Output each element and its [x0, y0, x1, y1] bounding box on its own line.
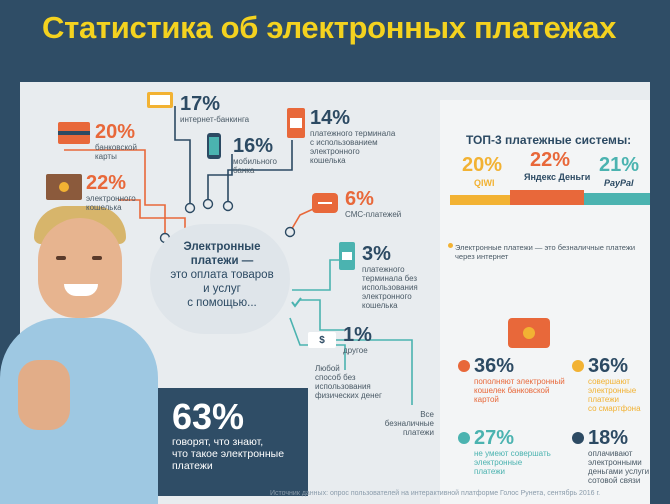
cannot-pay-label2: электронные — [474, 458, 523, 467]
wallet-icon — [46, 174, 82, 200]
smartphone-icon — [207, 133, 221, 159]
definition-line3: это оплата товаров — [170, 269, 274, 281]
terminal-no-wallet-label4: электронного — [362, 292, 412, 301]
qiwi-logo: QIWI — [474, 178, 495, 188]
awareness-pct: 63% — [172, 396, 245, 437]
cashless-definition: Электронные платежи — это безналичные пл… — [455, 243, 636, 261]
terminal-icon — [287, 108, 305, 138]
terminal-no-wallet-label2: терминала без — [362, 274, 418, 283]
yandex-bar — [510, 190, 584, 205]
source-note: Источник данных: опрос пользователей на … — [270, 490, 601, 497]
person-head — [38, 218, 122, 318]
paypal-pct: 21% — [599, 154, 640, 176]
internet-banking-label: интернет-банкинга — [180, 115, 250, 124]
smartphone-pct: 36% — [588, 355, 629, 377]
terminal-no-wallet-pct: 3% — [362, 243, 391, 265]
awareness-line1: говорят, что знают, — [172, 436, 264, 448]
yandex-logo: Яндекс Деньги — [524, 172, 591, 182]
qiwi-pct: 20% — [462, 154, 503, 176]
right-panel — [440, 100, 650, 504]
definition-line2: платежи — — [190, 255, 254, 267]
all-cashless-line3: платежи — [402, 428, 434, 437]
e-wallet-label1: электронного — [86, 194, 136, 203]
definition-bubble — [150, 224, 290, 334]
stat-dot-navy — [572, 432, 584, 444]
banking-card-pct: 20% — [95, 121, 136, 143]
internet-banking-pct: 17% — [180, 93, 221, 115]
laptop-icon — [147, 92, 173, 108]
definition-line1: Электронные — [183, 241, 261, 253]
cannot-pay-label1: не умеют совершать — [474, 449, 551, 458]
terminal-no-wallet-label1: платежного — [362, 265, 405, 274]
awareness-line3: платежи — [172, 460, 213, 472]
terminal-wallet-pct: 14% — [310, 107, 351, 129]
person-eye — [92, 256, 102, 260]
mobile-bank-pct: 16% — [233, 135, 274, 157]
definition-line4: и услуг — [203, 283, 241, 295]
awareness-box — [158, 388, 308, 496]
any-method-line4: физических денег — [315, 391, 382, 400]
e-wallet-pct: 22% — [86, 172, 127, 194]
terminal-no-wallet-label3: использования — [362, 283, 418, 292]
mobile-service-label4: сотовой связи — [588, 476, 641, 485]
terminal-wallet-label1: платежного терминала — [310, 129, 396, 138]
sms-pct: 6% — [345, 188, 374, 210]
any-method-line3: использования — [315, 382, 371, 391]
terminal-wallet-label3: электронного — [310, 147, 360, 156]
sms-icon — [312, 193, 338, 213]
mobile-service-label2: электронными — [588, 458, 642, 467]
all-cashless-line1: Все — [420, 410, 434, 419]
thumbs-up-hand — [18, 360, 70, 430]
money-pen-icon: $ — [308, 332, 336, 348]
topup-label2: кошелек банковской — [474, 386, 550, 395]
terminal-wallet-label4: кошелька — [310, 156, 346, 165]
mobile-bank-label2: банка — [233, 166, 255, 175]
smartphone-label4: со смартфона — [588, 404, 641, 413]
mobile-service-label1: оплачивают — [588, 449, 633, 458]
yandex-pct: 22% — [530, 149, 571, 171]
banking-card-label1: банковской — [95, 143, 137, 152]
smartphone-label2: электронные — [588, 386, 637, 395]
cannot-pay-label3: платежи — [474, 467, 506, 476]
top3-title: ТОП-3 платежные системы: — [466, 133, 632, 147]
terminal-no-wallet-label5: кошелька — [362, 301, 398, 310]
page-title: Статистика об электронных платежах — [42, 10, 617, 45]
all-cashless-line2: безналичные — [384, 419, 434, 428]
other-pct: 1% — [343, 324, 372, 346]
paypal-bar — [584, 193, 650, 205]
definition-bullet — [448, 243, 453, 248]
any-method-line2: способ без — [315, 373, 356, 382]
terminal-wallet-label2: с использованием — [310, 138, 378, 147]
awareness-line2: что такое электронные — [172, 448, 285, 460]
stat-dot-yellow — [572, 360, 584, 372]
any-method-line1: Любой — [315, 364, 340, 373]
mobile-bank-label1: мобильного — [233, 157, 277, 166]
other-label: другое — [343, 346, 368, 355]
topup-label3: картой — [474, 395, 499, 404]
topup-pct: 36% — [474, 355, 515, 377]
stat-dot-orange — [458, 360, 470, 372]
stat-dot-teal — [458, 432, 470, 444]
smartphone-label3: платежи — [588, 395, 620, 404]
definition-line5: с помощью... — [187, 297, 257, 309]
person-smile — [64, 284, 98, 296]
definition-text: Электронные платежи — это оплата товаров… — [158, 240, 286, 310]
e-wallet-label2: кошелька — [86, 203, 122, 212]
mobile-service-label3: деньгами услуги — [588, 467, 650, 476]
topup-label1: пополняют электронный — [474, 377, 565, 386]
awareness-text: говорят, что знают, что такое электронны… — [172, 436, 304, 472]
bank-card-icon — [58, 122, 90, 144]
banking-card-label2: карты — [95, 152, 117, 161]
person-eye — [56, 256, 66, 260]
paypal-logo: PayPal — [604, 178, 634, 188]
terminal-teal-icon — [339, 242, 355, 270]
qiwi-bar — [450, 195, 510, 205]
mobile-service-pct: 18% — [588, 427, 629, 449]
smartphone-label1: совершают — [588, 377, 630, 386]
cannot-pay-pct: 27% — [474, 427, 515, 449]
wallet-orange-icon — [508, 318, 550, 348]
sms-label: СМС-платежей — [345, 210, 402, 219]
